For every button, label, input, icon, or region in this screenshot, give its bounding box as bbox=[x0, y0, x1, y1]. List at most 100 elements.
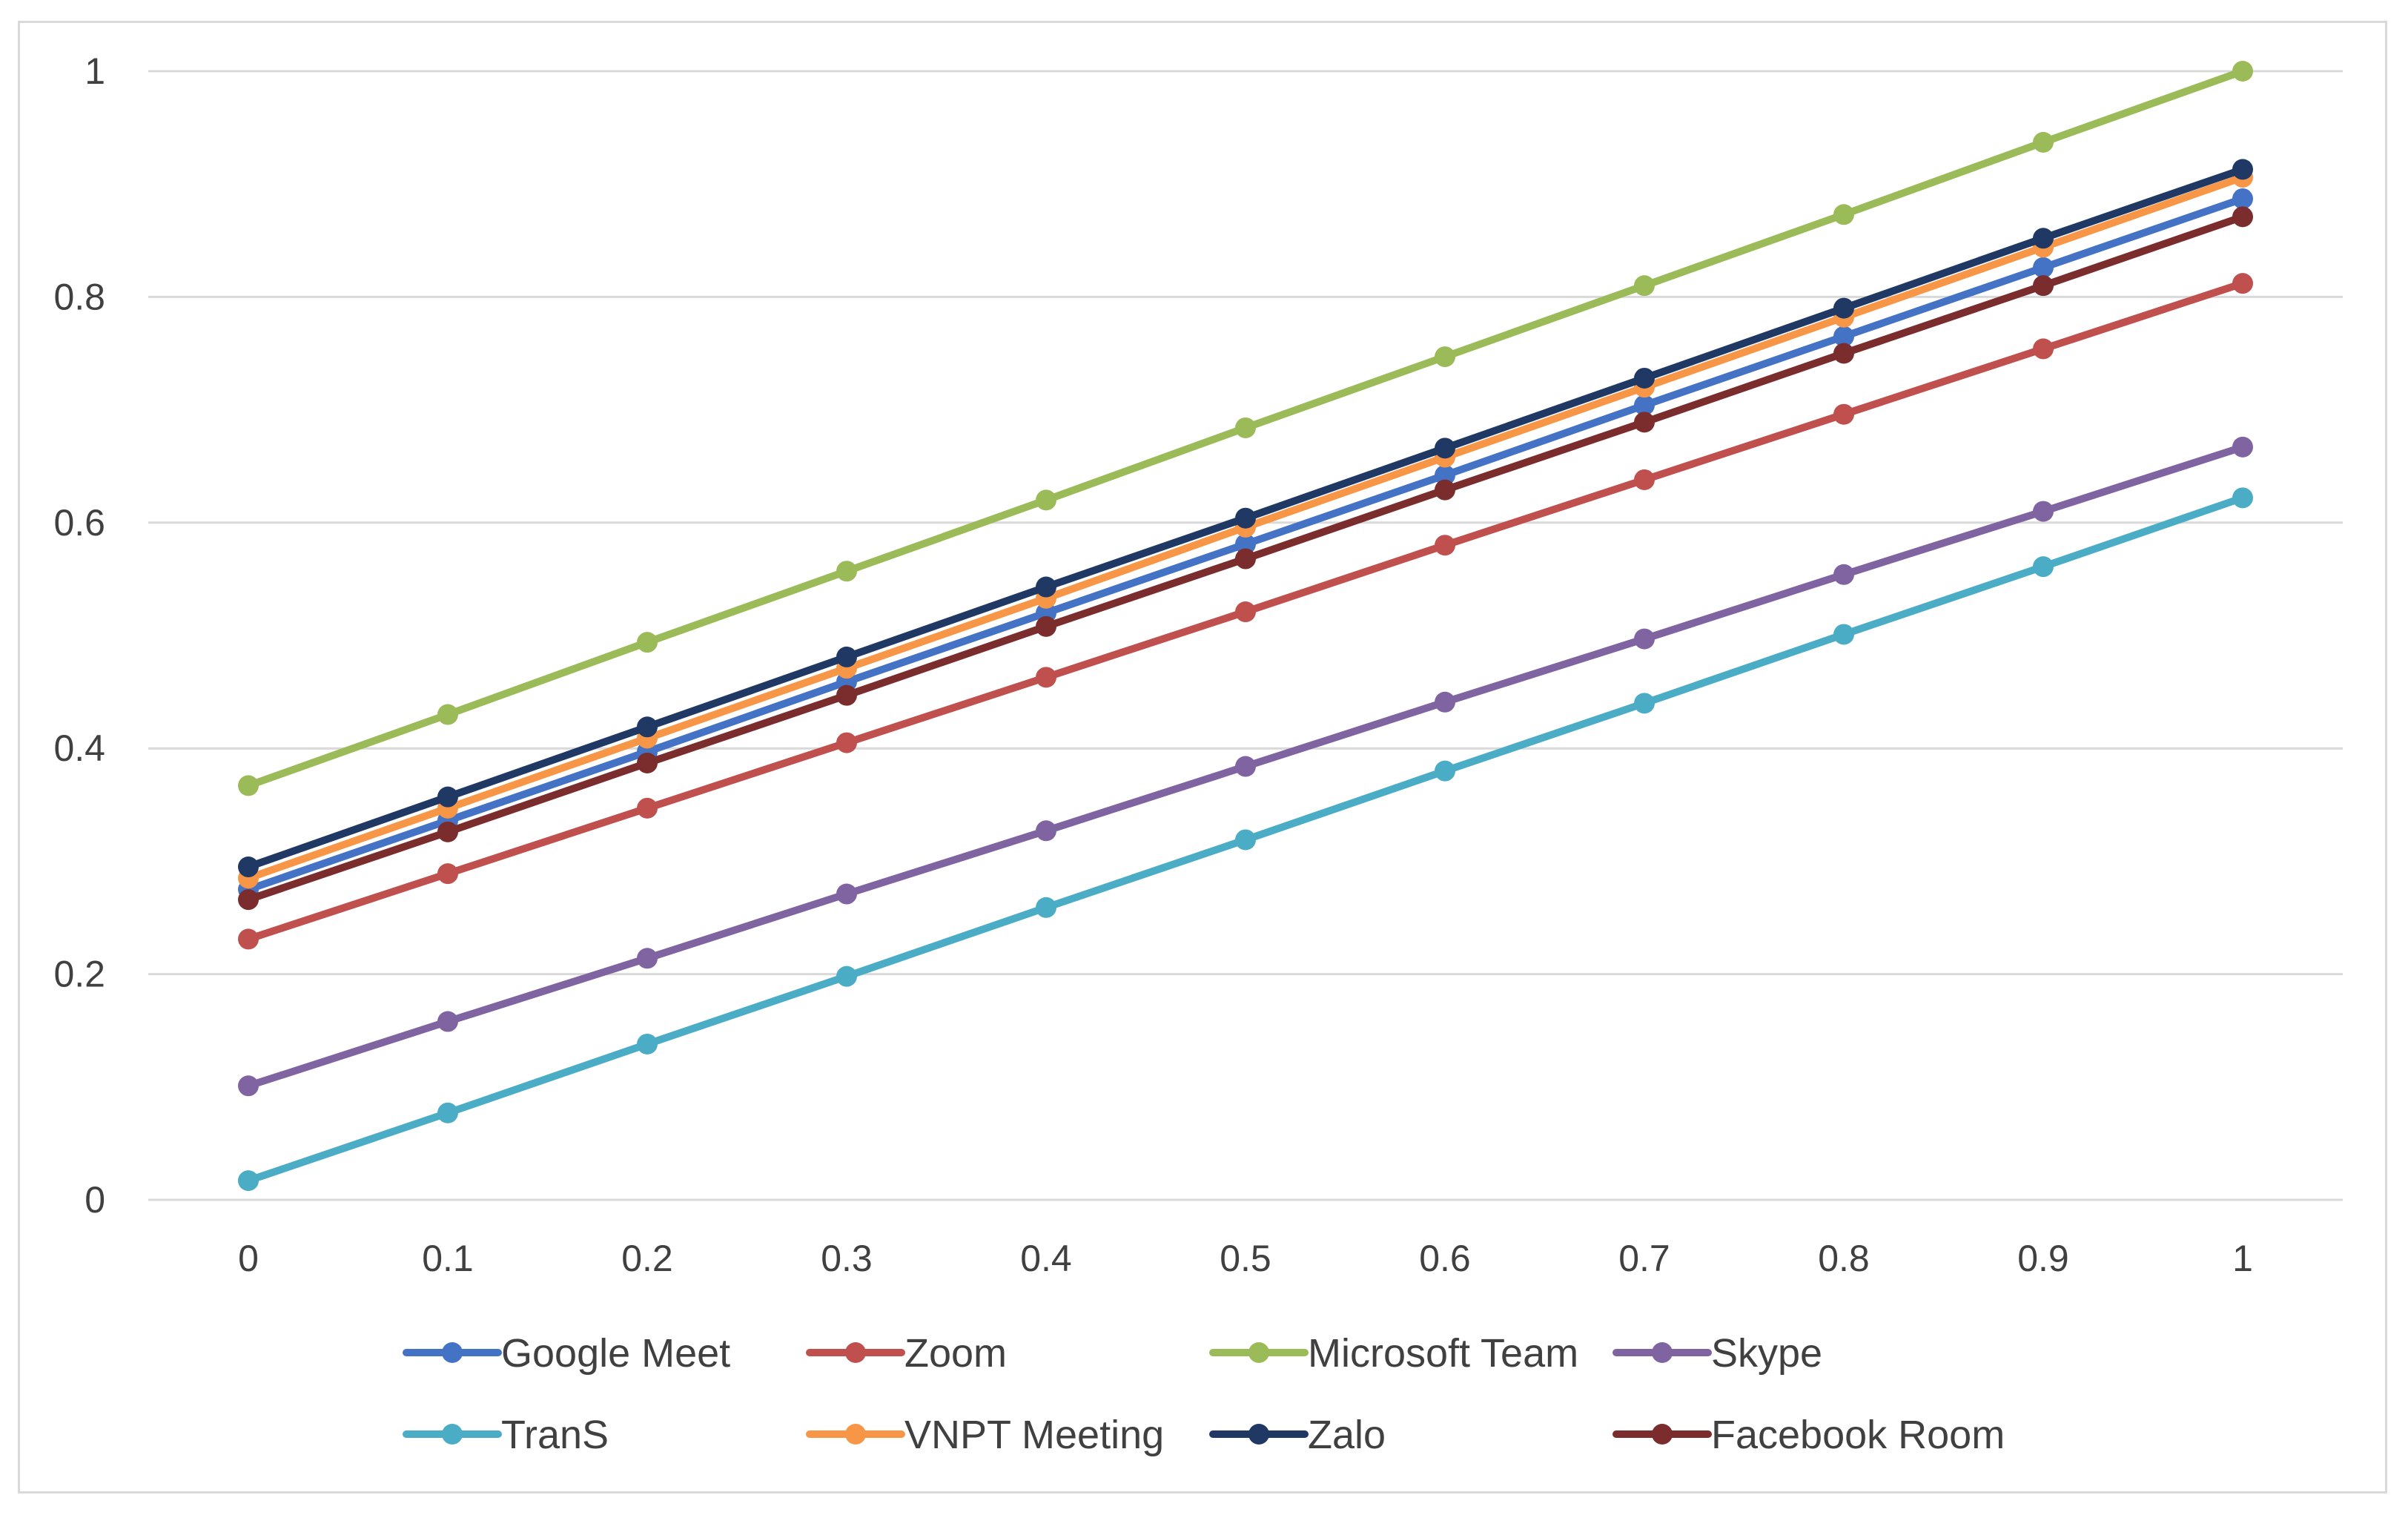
data-point bbox=[2232, 436, 2253, 458]
y-tick-label: 1 bbox=[85, 50, 105, 92]
series-facebook-room bbox=[238, 206, 2253, 911]
data-point bbox=[1036, 820, 1056, 842]
data-point bbox=[1634, 693, 1655, 714]
legend-label: VNPT Meeting bbox=[904, 1413, 1164, 1457]
data-point bbox=[1435, 346, 1455, 368]
data-point bbox=[2033, 228, 2054, 249]
data-point bbox=[238, 1170, 259, 1192]
data-point bbox=[1435, 464, 1455, 486]
data-point bbox=[1036, 489, 1056, 511]
data-point bbox=[1435, 760, 1455, 782]
data-point bbox=[1833, 624, 1854, 645]
legend-swatch-marker bbox=[845, 1424, 866, 1445]
data-point bbox=[836, 883, 857, 905]
y-tick-label: 0.2 bbox=[53, 954, 105, 995]
data-point bbox=[2033, 275, 2054, 297]
y-tick-label: 0.6 bbox=[53, 502, 105, 544]
data-point bbox=[1634, 367, 1655, 389]
data-point bbox=[238, 775, 259, 796]
data-point bbox=[1634, 412, 1655, 433]
series-trans bbox=[238, 487, 2253, 1192]
legend-swatch-marker bbox=[1652, 1342, 1673, 1363]
data-point bbox=[637, 948, 658, 969]
x-tick-label: 1 bbox=[2232, 1238, 2253, 1279]
y-tick-label: 0.4 bbox=[53, 727, 105, 769]
y-tick-label: 0.8 bbox=[53, 276, 105, 317]
series-zoom bbox=[238, 273, 2253, 950]
legend-swatch-marker bbox=[442, 1342, 463, 1363]
data-point bbox=[836, 684, 857, 706]
x-tick-label: 0 bbox=[238, 1238, 259, 1279]
data-point bbox=[836, 732, 857, 753]
data-point bbox=[2232, 188, 2253, 209]
data-point bbox=[2232, 159, 2253, 180]
data-point bbox=[2033, 131, 2054, 153]
data-point bbox=[238, 856, 259, 878]
data-point bbox=[1235, 601, 1256, 623]
data-point bbox=[1833, 297, 1854, 319]
data-point bbox=[836, 966, 857, 987]
y-axis-ticks: 0 0.2 0.4 0.6 0.8 1 bbox=[53, 50, 105, 1221]
data-point bbox=[836, 646, 857, 667]
x-tick-label: 0.2 bbox=[621, 1238, 673, 1279]
x-tick-label: 0.5 bbox=[1220, 1238, 1271, 1279]
data-point bbox=[1235, 548, 1256, 570]
data-point bbox=[1036, 897, 1056, 918]
data-point bbox=[1235, 756, 1256, 777]
legend: Google Meet Zoom Microsoft Team Skype TranS V… bbox=[403, 1331, 2005, 1457]
legend-label: TranS bbox=[501, 1413, 609, 1457]
legend-item: TranS bbox=[403, 1413, 609, 1457]
x-tick-label: 0.6 bbox=[1419, 1238, 1471, 1279]
legend-item: Microsoft Team bbox=[1209, 1331, 1578, 1376]
data-point bbox=[1833, 326, 1854, 347]
x-tick-label: 0.9 bbox=[2017, 1238, 2069, 1279]
legend-label: Google Meet bbox=[501, 1331, 730, 1376]
data-point bbox=[2033, 556, 2054, 578]
data-point bbox=[1235, 507, 1256, 529]
data-point bbox=[1235, 533, 1256, 555]
series-microsoft-team bbox=[238, 61, 2253, 796]
data-point bbox=[1435, 535, 1455, 556]
data-point bbox=[437, 821, 458, 842]
data-point bbox=[1833, 403, 1854, 425]
series-lines bbox=[238, 61, 2253, 1192]
legend-label: Skype bbox=[1711, 1331, 1822, 1376]
data-point bbox=[1634, 628, 1655, 650]
legend-swatch-marker bbox=[1652, 1424, 1673, 1445]
legend-label: Zalo bbox=[1308, 1413, 1386, 1457]
data-point bbox=[1634, 395, 1655, 416]
legend-item: Zalo bbox=[1209, 1413, 1386, 1457]
data-point bbox=[437, 863, 458, 885]
legend-label: Microsoft Team bbox=[1308, 1331, 1578, 1376]
data-point bbox=[2232, 61, 2253, 82]
data-point bbox=[836, 561, 857, 582]
data-point bbox=[2232, 206, 2253, 228]
data-point bbox=[1435, 479, 1455, 501]
legend-label: Facebook Room bbox=[1711, 1413, 2005, 1457]
data-point bbox=[637, 752, 658, 773]
legend-item: Facebook Room bbox=[1612, 1413, 2005, 1457]
data-point bbox=[238, 1075, 259, 1097]
x-tick-label: 0.1 bbox=[422, 1238, 474, 1279]
data-point bbox=[437, 704, 458, 725]
legend-swatch-marker bbox=[1248, 1424, 1269, 1445]
legend-label: Zoom bbox=[904, 1331, 1007, 1376]
data-point bbox=[637, 716, 658, 738]
data-point bbox=[238, 928, 259, 950]
data-point bbox=[1036, 667, 1056, 688]
data-point bbox=[437, 1102, 458, 1123]
data-point bbox=[637, 797, 658, 819]
data-point bbox=[1833, 564, 1854, 585]
series-zalo bbox=[238, 159, 2253, 878]
x-tick-label: 0.4 bbox=[1020, 1238, 1072, 1279]
legend-swatch-marker bbox=[845, 1342, 866, 1363]
data-point bbox=[2033, 501, 2054, 522]
legend-item: Google Meet bbox=[403, 1331, 730, 1376]
data-point bbox=[238, 889, 259, 911]
x-tick-label: 0.3 bbox=[821, 1238, 873, 1279]
data-point bbox=[1435, 691, 1455, 713]
data-point bbox=[1235, 417, 1256, 438]
x-tick-label: 0.7 bbox=[1618, 1238, 1670, 1279]
x-tick-label: 0.8 bbox=[1818, 1238, 1870, 1279]
